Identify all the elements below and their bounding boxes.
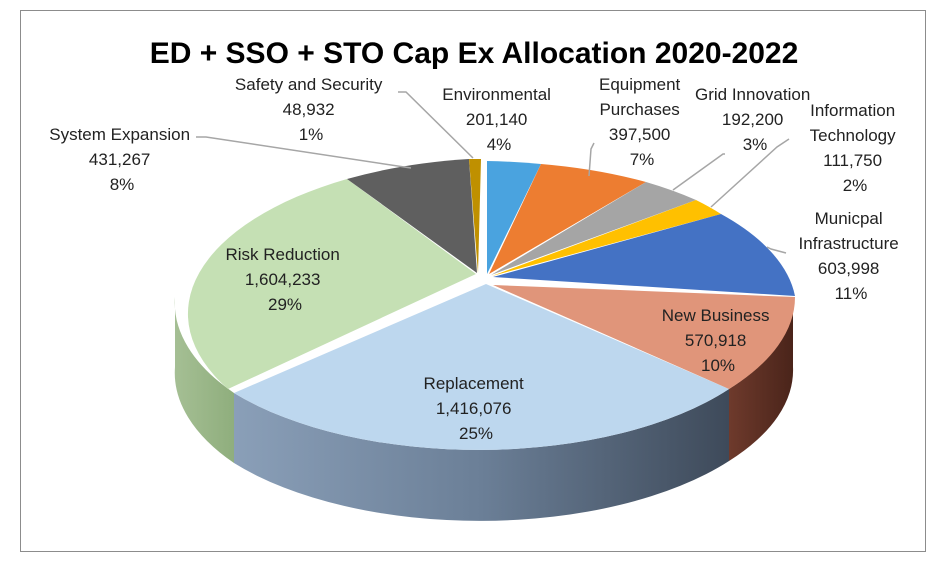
label-grid-innovation: Grid Innovation 192,200 3% [695, 85, 815, 154]
pie-slice-municipal-infrastructure [493, 214, 795, 296]
leader-municipal-infrastructure [766, 246, 787, 254]
pie-slice-grid-innovation [491, 182, 696, 275]
data-labels: Safety and Security 48,932 1% Environmen… [49, 75, 904, 443]
pie-chart: ED + SSO + STO Cap Ex Allocation 2020-20… [49, 37, 904, 521]
pie-tops [187, 158, 796, 450]
leader-equipment-purchases [588, 142, 595, 177]
leader-safety-and-security [398, 91, 474, 159]
pie-slice-safety-and-security [469, 158, 481, 273]
leader-lines [196, 91, 790, 254]
pie-side-new-business [729, 297, 794, 461]
pie-slice-risk-reduction [187, 179, 476, 389]
pie-slice-system-expansion [347, 159, 477, 273]
chart-title: ED + SSO + STO Cap Ex Allocation 2020-20… [150, 37, 799, 70]
pie-side-risk-reduction [174, 297, 234, 463]
leader-information-technology [710, 138, 790, 208]
pie-slice-information-technology [492, 200, 721, 276]
label-information-technology: Information Technology 111,750 2% [810, 101, 901, 195]
label-safety-and-security: Safety and Security 48,932 1% [235, 75, 387, 144]
pie-slice-new-business [493, 285, 796, 389]
label-risk-reduction: Risk Reduction 1,604,233 29% [225, 245, 344, 314]
pie-sides [174, 297, 794, 521]
label-new-business: New Business 570,918 10% [662, 306, 774, 375]
pie-slice-equipment-purchases [489, 164, 646, 274]
pie-slice-environmental [487, 161, 541, 274]
label-system-expansion: System Expansion 431,267 8% [49, 125, 195, 194]
label-replacement: Replacement 1,416,076 25% [424, 374, 529, 443]
chart-frame: ED + SSO + STO Cap Ex Allocation 2020-20… [20, 10, 926, 552]
leader-system-expansion [196, 136, 412, 169]
label-environmental: Environmental 201,140 4% [442, 85, 555, 154]
pie-side-replacement [234, 389, 729, 521]
label-equipment-purchases: Equipment Purchases 397,500 7% [599, 75, 685, 169]
leader-grid-innovation [672, 153, 725, 191]
label-municipal-infrastructure: Municpal Infrastructure 603,998 11% [799, 209, 904, 303]
pie-slice-replacement [234, 284, 729, 450]
